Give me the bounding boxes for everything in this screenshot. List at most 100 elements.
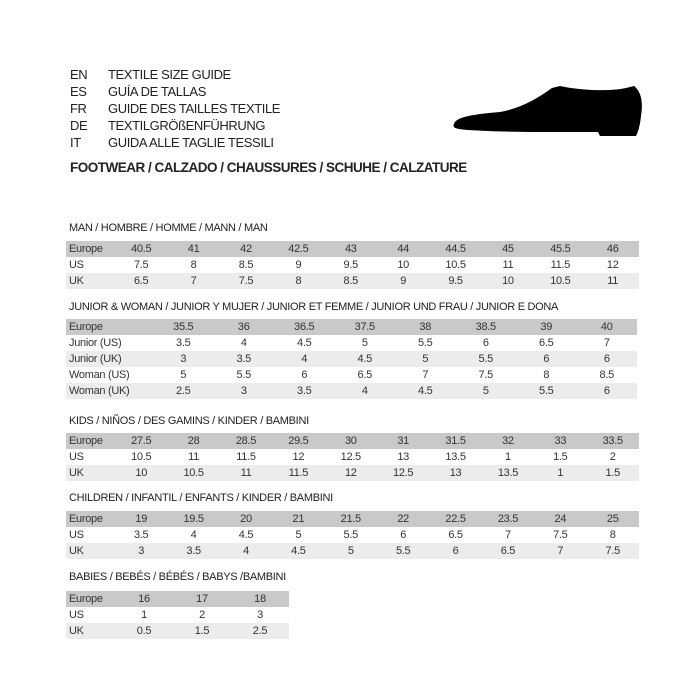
children-size-table: Europe 19 19.5 20 21 21.5 22 22.5 23.5 24 25 US 3.5 4… bbox=[66, 511, 639, 559]
size-cell: 6 bbox=[400, 529, 407, 541]
size-cell: 44.5 bbox=[445, 243, 466, 255]
size-cell: 40 bbox=[600, 321, 613, 333]
size-cell: 33 bbox=[554, 435, 567, 447]
size-cell: 7 bbox=[505, 529, 511, 541]
size-cell: 9.5 bbox=[448, 275, 463, 287]
man-section-title: MAN / HOMBRE / HOMME / MANN / MAN bbox=[69, 222, 268, 234]
size-cell: 8 bbox=[295, 275, 302, 287]
size-cell: 6 bbox=[452, 545, 459, 557]
size-cell: 20 bbox=[240, 513, 252, 525]
row-label: US bbox=[69, 259, 84, 271]
size-cell: 6.5 bbox=[357, 369, 373, 381]
size-cell: 5.5 bbox=[343, 529, 359, 541]
table-row: Europe 35.5 36 36.5 37.5 38 38.5 39 40 bbox=[66, 319, 637, 335]
footwear-subtitle: FOOTWEAR / CALZADO / CHAUSSURES / SCHUHE… bbox=[70, 160, 467, 175]
size-cell: 6 bbox=[301, 369, 308, 381]
size-cell: 13.5 bbox=[445, 451, 466, 463]
size-cell: 24 bbox=[554, 513, 567, 525]
table-row: UK 0.5 1.5 2.5 bbox=[66, 623, 289, 639]
table-row: Junior (US) 3.5 4 4.5 5 5.5 6 6.5 7 bbox=[66, 335, 637, 351]
lang-title: TEXTILE SIZE GUIDE bbox=[108, 67, 231, 82]
size-cell: 5 bbox=[180, 369, 187, 381]
size-cell: 33.5 bbox=[602, 435, 624, 447]
table-row: US 3.5 4 4.5 5 5.5 6 6.5 7 7.5 8 bbox=[66, 527, 639, 543]
lang-row-en: EN TEXTILE SIZE GUIDE bbox=[70, 66, 280, 83]
row-label: Europe bbox=[69, 435, 103, 447]
size-cell: 8 bbox=[190, 259, 197, 271]
table-row: UK 3 3.5 4 4.5 5 5.5 6 6.5 7 7.5 bbox=[66, 543, 639, 559]
size-cell: 6.5 bbox=[448, 529, 463, 541]
lang-row-fr: FR GUIDE DES TAILLES TEXTILE bbox=[70, 100, 280, 117]
size-cell: 11 bbox=[502, 259, 514, 271]
size-cell: 37.5 bbox=[354, 321, 376, 333]
size-cell: 8.5 bbox=[238, 259, 254, 271]
size-cell: 1 bbox=[141, 609, 147, 621]
size-cell: 5.5 bbox=[395, 545, 411, 557]
language-list: EN TEXTILE SIZE GUIDE ES GUÍA DE TALLAS FR… bbox=[70, 66, 280, 151]
man-size-table: Europe 40.5 41 42 42.5 43 44 44.5 45 45.5 46 US 7.5 8… bbox=[66, 241, 639, 289]
size-cell: 12 bbox=[606, 259, 619, 271]
size-cell: 4 bbox=[190, 529, 197, 541]
size-cell: 9 bbox=[295, 259, 302, 271]
size-cell: 3 bbox=[180, 353, 187, 365]
size-cell: 1 bbox=[557, 467, 564, 479]
row-label: Europe bbox=[69, 513, 103, 525]
table-row: UK 6.5 7 7.5 8 8.5 9 9.5 10 10.5 11 bbox=[66, 273, 639, 289]
size-cell: 10 bbox=[397, 259, 409, 271]
size-cell: 7.5 bbox=[238, 275, 254, 287]
children-section-title: CHILDREN / INFANTIL / ENFANTS / KINDER /… bbox=[69, 492, 333, 504]
size-cell: 5.5 bbox=[478, 353, 494, 365]
size-cell: 7.5 bbox=[553, 529, 568, 541]
table-row: Europe 16 17 18 bbox=[66, 591, 289, 607]
size-cell: 6 bbox=[482, 337, 489, 349]
kids-size-table: Europe 27.5 28 28.5 29.5 30 31 31.5 32 33 33.5 US 10… bbox=[66, 433, 639, 481]
size-cell: 12 bbox=[292, 451, 305, 463]
row-label: UK bbox=[69, 625, 84, 637]
shoe-icon bbox=[453, 86, 642, 136]
size-cell: 28.5 bbox=[235, 435, 257, 447]
row-label: Europe bbox=[69, 243, 103, 255]
size-cell: 6.5 bbox=[133, 275, 149, 287]
size-cell: 19.5 bbox=[183, 513, 204, 525]
size-cell: 29.5 bbox=[288, 435, 309, 447]
size-cell: 12 bbox=[344, 467, 357, 479]
size-cell: 13.5 bbox=[497, 467, 519, 479]
size-cell: 25 bbox=[606, 513, 619, 525]
table-row: Woman (UK) 2.5 3 3.5 4 4.5 5 5.5 6 bbox=[66, 383, 637, 399]
lang-code: EN bbox=[70, 67, 88, 82]
size-cell: 23.5 bbox=[497, 513, 519, 525]
babies-section-title: BABIES / BEBÉS / BÉBÉS / BABYS /BAMBINI bbox=[69, 571, 286, 583]
size-cell: 3 bbox=[138, 545, 145, 557]
lang-title: GUIDA ALLE TAGLIE TESSILI bbox=[108, 135, 274, 150]
table-row: US 1 2 3 bbox=[66, 607, 289, 623]
size-cell: 38.5 bbox=[475, 321, 497, 333]
size-cell: 2.5 bbox=[252, 625, 268, 637]
lang-title: GUIDE DES TAILLES TEXTILE bbox=[108, 101, 281, 116]
size-cell: 4 bbox=[243, 545, 249, 557]
table-row: Europe 19 19.5 20 21 21.5 22 22.5 23.5 24 25 bbox=[66, 511, 639, 527]
size-cell: 28 bbox=[187, 435, 200, 447]
size-cell: 3 bbox=[240, 385, 247, 397]
row-label: UK bbox=[69, 467, 84, 479]
size-cell: 21 bbox=[292, 513, 305, 525]
lang-row-it: IT GUIDA ALLE TAGLIE TESSILI bbox=[70, 134, 280, 151]
junior-woman-section-title: JUNIOR & WOMAN / JUNIOR Y MUJER / JUNIOR… bbox=[69, 301, 559, 313]
row-label: UK bbox=[69, 545, 84, 557]
size-cell: 12.5 bbox=[340, 451, 362, 463]
size-cell: 4 bbox=[240, 337, 247, 349]
lang-title: TEXTILGRÖßENFÜHRUNG bbox=[108, 118, 266, 133]
size-cell: 41 bbox=[187, 243, 200, 255]
size-cell: 13 bbox=[397, 451, 409, 463]
size-cell: 5 bbox=[482, 385, 489, 397]
size-cell: 17 bbox=[196, 593, 208, 605]
size-cell: 3.5 bbox=[186, 545, 201, 557]
babies-size-table: Europe 16 17 18 US 1 2 3 UK 0.5 1.5 2.5 bbox=[66, 591, 289, 639]
size-cell: 4 bbox=[361, 385, 368, 397]
size-cell: 10.5 bbox=[550, 275, 571, 287]
row-label: Junior (UK) bbox=[69, 353, 122, 365]
size-cell: 36 bbox=[237, 321, 250, 333]
size-cell: 35.5 bbox=[173, 321, 194, 333]
size-cell: 12.5 bbox=[393, 467, 414, 479]
table-row: Europe 40.5 41 42 42.5 43 44 44.5 45 45.5 46 bbox=[66, 241, 639, 257]
table-row: US 10.5 11 11.5 12 12.5 13 13.5 1 1.5 2 bbox=[66, 449, 639, 465]
